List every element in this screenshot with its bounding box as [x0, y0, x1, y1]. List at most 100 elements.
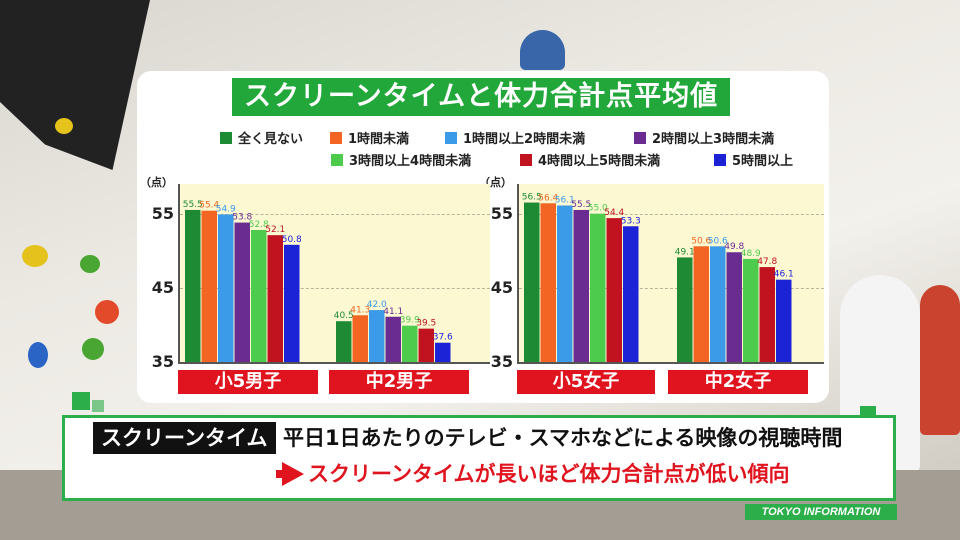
- bar: [573, 209, 589, 362]
- legend-item: 1時間以上2時間未満: [445, 128, 585, 147]
- legend-swatch: [220, 131, 232, 144]
- bar: [710, 246, 726, 362]
- bar: [776, 279, 792, 362]
- group-label-girls-8: 中2女子: [668, 370, 808, 394]
- y-tick-label: 35: [490, 352, 513, 371]
- bar-value-label: 56.5: [522, 193, 542, 203]
- gridline: [519, 213, 824, 215]
- caption-line-2: スクリーンタイムが長いほど体力合計点が低い傾向: [308, 462, 790, 486]
- bar-value-label: 56.1: [555, 196, 575, 206]
- bar-value-label: 56.4: [538, 193, 558, 203]
- decor-square: [72, 392, 90, 410]
- bar-value-label: 55.5: [571, 200, 591, 210]
- climbing-hold: [55, 118, 73, 134]
- bar: [693, 246, 709, 362]
- bar-value-label: 39.9: [400, 316, 420, 326]
- bar: [336, 321, 352, 362]
- bar: [540, 203, 556, 362]
- bar-value-label: 54.4: [604, 208, 624, 218]
- bar-value-label: 55.5: [183, 200, 203, 210]
- climbing-hold: [80, 255, 100, 273]
- bar-value-label: 41.1: [383, 307, 403, 317]
- bar-value-label: 42.0: [367, 300, 387, 310]
- legend-swatch: [330, 131, 342, 144]
- climbing-hold: [82, 338, 104, 360]
- bar-value-label: 49.1: [675, 247, 695, 257]
- bar-value-label: 52.8: [249, 220, 269, 230]
- y-tick-label: 55: [151, 203, 174, 223]
- bar-value-label: 48.9: [741, 249, 761, 259]
- bar-value-label: 41.3: [350, 305, 370, 315]
- y-tick-label: 55: [490, 203, 513, 223]
- gridline: [180, 213, 490, 215]
- legend-item: 5時間以上: [714, 150, 793, 169]
- bar-value-label: 55.4: [199, 201, 219, 211]
- bar: [284, 244, 300, 362]
- bar: [623, 226, 639, 362]
- bar: [234, 222, 250, 362]
- y-tick-label: 35: [151, 352, 174, 371]
- bar: [557, 205, 573, 362]
- person-background: [520, 30, 565, 70]
- legend-label: 1時間以上2時間未満: [463, 132, 586, 147]
- bar: [267, 235, 283, 362]
- bar: [418, 328, 434, 362]
- bar: [435, 342, 451, 362]
- gridline: [519, 287, 824, 289]
- legend-item: 1時間未満: [330, 128, 409, 147]
- bar-value-label: 53.8: [232, 213, 252, 223]
- caption-tag: スクリーンタイム: [93, 422, 276, 454]
- bar: [369, 310, 385, 362]
- gridline: [180, 287, 490, 289]
- legend-label: 5時間以上: [732, 154, 794, 169]
- bar: [726, 252, 742, 362]
- bar-value-label: 47.8: [757, 257, 777, 267]
- caption-line-1: 平日1日あたりのテレビ・スマホなどによる映像の視聴時間: [283, 426, 843, 450]
- y-unit-label-left: （点）: [140, 176, 173, 189]
- legend-swatch: [331, 153, 343, 166]
- bar: [385, 316, 401, 362]
- climbing-hold: [95, 300, 119, 324]
- group-label-boys-5: 小5男子: [178, 370, 318, 394]
- bar: [218, 214, 234, 362]
- bar: [201, 210, 217, 362]
- bar-value-label: 52.1: [265, 225, 285, 235]
- bar-value-label: 53.3: [621, 216, 641, 226]
- legend-label: 4時間以上5時間未満: [538, 154, 661, 169]
- group-label-girls-5: 小5女子: [517, 370, 655, 394]
- legend-label: 2時間以上3時間未満: [652, 132, 775, 147]
- bar-value-label: 49.8: [724, 242, 744, 252]
- legend-label: 3時間以上4時間未満: [349, 154, 472, 169]
- bar: [590, 213, 606, 362]
- climbing-hold: [22, 245, 48, 267]
- bar-value-label: 37.6: [433, 333, 453, 343]
- bar: [743, 258, 759, 362]
- y-tick-label: 45: [490, 277, 513, 297]
- legend-swatch: [445, 131, 457, 144]
- person-background: [920, 285, 960, 435]
- climbing-hold: [28, 342, 48, 368]
- legend-item: 4時間以上5時間未満: [520, 150, 660, 169]
- bar: [402, 325, 418, 362]
- bar: [759, 267, 775, 362]
- bar-value-label: 50.8: [282, 235, 302, 245]
- bar-value-label: 50.6: [691, 236, 711, 246]
- bar-value-label: 55.0: [588, 204, 608, 214]
- legend-label: 全く見ない: [238, 132, 304, 147]
- group-label-boys-8: 中2男子: [329, 370, 469, 394]
- bar-value-label: 46.1: [774, 270, 794, 280]
- bar: [524, 202, 540, 362]
- bar: [352, 315, 368, 362]
- bar: [677, 257, 693, 362]
- legend-swatch: [714, 153, 726, 166]
- bar: [185, 209, 201, 362]
- bar: [251, 229, 267, 362]
- y-tick-label: 45: [151, 277, 174, 297]
- decor-square: [92, 400, 104, 412]
- bar-value-label: 39.5: [416, 319, 436, 329]
- legend-item: 全く見ない: [220, 128, 303, 147]
- legend-item: 2時間以上3時間未満: [634, 128, 774, 147]
- bar: [606, 218, 622, 362]
- legend-swatch: [634, 131, 646, 144]
